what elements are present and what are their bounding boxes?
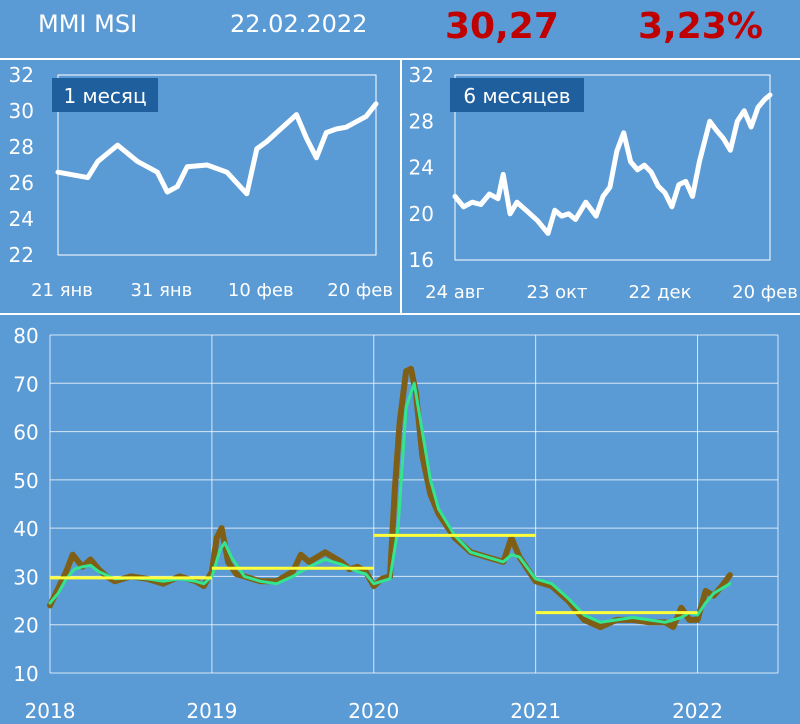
halfyear-ytick-label: 16 [409,248,434,272]
halfyear-ytick-label: 20 [409,202,434,226]
header-divider [0,58,800,60]
month-ytick-label: 26 [9,171,34,195]
month-label-box [52,78,158,112]
index-title: MMI MSI [38,10,138,38]
halfyear-ytick-label: 24 [409,156,434,180]
halfyear-xtick-label: 23 окт [527,282,588,303]
longterm-xtick-label: 2020 [348,699,399,723]
index-change: 3,23% [638,6,763,47]
longterm-raw-series [47,365,733,631]
month-label: 1 месяц [63,84,146,108]
month-ytick-label: 30 [9,99,34,123]
month-series-line [55,101,379,197]
halfyear-xtick-label: 22 дек [628,282,691,303]
halfyear-ytick-label: 28 [409,109,434,133]
header-bar: MMI MSI 22.02.2022 30,27 3,23% [0,0,800,60]
middle-divider [0,313,800,315]
month-ytick-label: 32 [9,63,34,87]
longterm-ytick-label: 70 [13,372,38,396]
longterm-ytick-label: 60 [13,421,38,445]
longterm-xtick-label: 2019 [186,699,237,723]
halfyear-ytick-label: 32 [409,63,434,87]
vertical-divider [400,60,402,314]
longterm-ytick-label: 20 [13,614,38,638]
month-xtick-label: 31 янв [130,280,192,301]
longterm-ytick-label: 10 [13,662,38,686]
month-xtick-label: 10 фев [228,280,294,301]
month-xtick-label: 20 фев [327,280,393,301]
longterm-xtick-label: 2022 [672,699,723,723]
halfyear-label-box [450,78,584,112]
longterm-ytick-label: 80 [13,324,38,348]
month-xtick-label: 21 янв [31,280,93,301]
longterm-smoothed-series [48,381,732,624]
index-date: 22.02.2022 [230,10,368,38]
longterm-ytick-label: 50 [13,469,38,493]
longterm-ytick-label: 30 [13,565,38,589]
halfyear-xtick-label: 24 авг [425,282,485,303]
halfyear-label: 6 месяцев [463,84,570,108]
longterm-ytick-label: 40 [13,517,38,541]
month-ytick-label: 24 [9,207,34,231]
month-ytick-label: 22 [9,243,34,267]
halfyear-plot-frame [454,74,771,261]
month-ytick-label: 28 [9,135,34,159]
halfyear-xtick-label: 20 фев [732,282,798,303]
longterm-xtick-label: 2021 [510,699,561,723]
longterm-xtick-label: 2018 [25,699,76,723]
halfyear-series-line [452,92,773,236]
month-plot-frame [57,74,377,256]
index-value: 30,27 [445,6,559,47]
